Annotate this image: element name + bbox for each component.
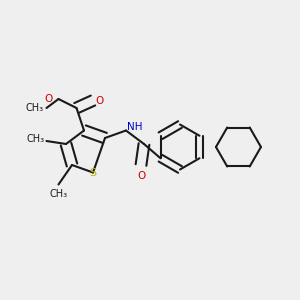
Text: CH₃: CH₃	[50, 189, 68, 199]
Text: CH₃: CH₃	[26, 103, 44, 113]
Text: O: O	[45, 94, 53, 104]
Text: S: S	[89, 167, 97, 178]
Text: O: O	[137, 171, 145, 181]
Text: NH: NH	[128, 122, 143, 132]
Text: CH₃: CH₃	[27, 134, 45, 145]
Text: O: O	[95, 95, 104, 106]
